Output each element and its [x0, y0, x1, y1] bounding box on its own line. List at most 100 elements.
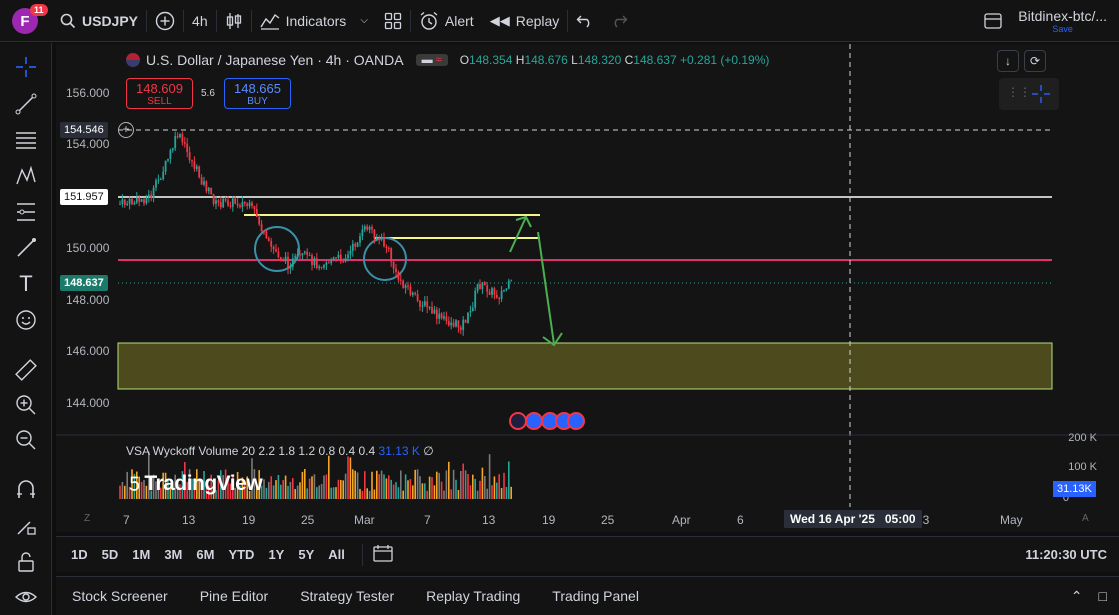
- ruler-tool[interactable]: [12, 356, 40, 384]
- chart-area[interactable]: U.S. Dollar / Japanese Yen · 4h · OANDA …: [56, 44, 1119, 532]
- range-all[interactable]: All: [328, 547, 345, 562]
- time-label: Apr: [672, 513, 691, 527]
- alert-button[interactable]: Alert: [411, 0, 482, 42]
- event-flag-icon[interactable]: [567, 412, 585, 430]
- reset-view-button[interactable]: ⟳: [1024, 50, 1046, 72]
- volume-bar: [455, 479, 457, 499]
- collapse-panel-button[interactable]: ⌃: [1061, 588, 1093, 605]
- templates-button[interactable]: [376, 0, 410, 42]
- drag-handle-icon[interactable]: ⋮⋮: [1007, 85, 1031, 99]
- tab-strategy-tester[interactable]: Strategy Tester: [300, 588, 395, 604]
- search-icon: [60, 13, 76, 28]
- avatar-letter: F: [20, 12, 30, 30]
- range-5d[interactable]: 5D: [101, 547, 119, 562]
- candle-body: [299, 254, 301, 256]
- volume-indicator-legend[interactable]: VSA Wyckoff Volume 20 2.2 1.8 1.2 0.8 0.…: [126, 444, 434, 458]
- candle-body: [217, 200, 220, 203]
- projection-arrow-down[interactable]: [537, 231, 555, 345]
- volume-bar: [272, 485, 275, 499]
- zoom-in-tool[interactable]: [12, 391, 40, 419]
- redo-button[interactable]: [602, 0, 636, 42]
- candle-body: [157, 179, 160, 181]
- tab-pine-editor[interactable]: Pine Editor: [199, 588, 269, 604]
- buy-button[interactable]: 148.665 BUY: [224, 78, 291, 109]
- volume-bar: [248, 490, 251, 499]
- pattern-circle-1[interactable]: [254, 226, 300, 272]
- brush-tool[interactable]: [12, 234, 40, 262]
- volume-bar: [436, 471, 438, 499]
- calendar-icon: [373, 545, 393, 562]
- magnet-tool[interactable]: [12, 476, 40, 504]
- tab-stock-screener[interactable]: Stock Screener: [72, 588, 168, 604]
- volume-bar: [491, 485, 493, 499]
- volume-bar: [376, 470, 378, 499]
- range-1d[interactable]: 1D: [71, 547, 88, 562]
- tradingview-watermark: 𝟻 TradingView: [128, 472, 263, 496]
- undo-button[interactable]: [568, 0, 602, 42]
- time-axis-z-button[interactable]: Z: [84, 513, 91, 524]
- economic-events[interactable]: [509, 412, 585, 430]
- crosshair-tool[interactable]: [12, 53, 40, 81]
- volume-bar: [356, 472, 359, 499]
- indicators-button[interactable]: Indicators ⌵: [252, 0, 376, 42]
- projection-arrowhead-down: [542, 332, 563, 347]
- tab-replay-trading[interactable]: Replay Trading: [426, 588, 521, 604]
- interval-button[interactable]: 4h: [184, 0, 216, 42]
- replay-button[interactable]: ◀◀ Replay: [482, 0, 568, 42]
- add-alert-plus-icon[interactable]: +: [118, 122, 134, 138]
- chart-type-button[interactable]: [217, 0, 251, 42]
- chart-legend[interactable]: U.S. Dollar / Japanese Yen · 4h · OANDA …: [126, 52, 769, 68]
- candle-body: [313, 258, 316, 266]
- candle-body: [455, 320, 457, 327]
- event-flag-icon[interactable]: [525, 412, 543, 430]
- pattern-circle-2[interactable]: [363, 237, 407, 281]
- lock-tool[interactable]: [12, 548, 40, 576]
- range-1y[interactable]: 1Y: [268, 547, 285, 562]
- volume-bar: [467, 474, 469, 499]
- scroll-down-button[interactable]: ↓: [997, 50, 1019, 72]
- pattern-tool[interactable]: [12, 162, 40, 190]
- tab-trading-panel[interactable]: Trading Panel: [552, 588, 639, 604]
- price-chart[interactable]: [56, 44, 1119, 532]
- fib-tool[interactable]: [12, 126, 40, 154]
- range-5y[interactable]: 5Y: [298, 547, 315, 562]
- trendline-tool[interactable]: [12, 90, 40, 118]
- candle-body: [395, 268, 397, 272]
- range-1m[interactable]: 1M: [132, 547, 151, 562]
- volume-bar: [277, 474, 280, 499]
- target-zone[interactable]: [117, 342, 1053, 390]
- candle-body: [356, 242, 359, 247]
- lock-drawing-tool[interactable]: [12, 512, 40, 540]
- candle-body: [399, 279, 402, 281]
- range-ytd[interactable]: YTD: [228, 547, 255, 562]
- volume-bar: [347, 456, 349, 499]
- event-flag-icon[interactable]: [509, 412, 527, 430]
- auto-scale-button[interactable]: A: [1082, 513, 1089, 524]
- candle-body: [282, 259, 285, 262]
- compare-button[interactable]: [147, 0, 183, 42]
- candle-body: [186, 143, 189, 152]
- floating-crosshair-widget[interactable]: ⋮⋮: [999, 78, 1059, 110]
- utc-clock[interactable]: 11:20:30 UTC: [1025, 547, 1107, 562]
- candle-body: [347, 254, 349, 259]
- text-tool[interactable]: T: [12, 270, 40, 298]
- layout-menu[interactable]: Bitdinex-btc/... Save: [976, 0, 1119, 42]
- candle-body: [224, 198, 227, 201]
- range-6m[interactable]: 6M: [196, 547, 215, 562]
- range-3m[interactable]: 3M: [164, 547, 183, 562]
- emoji-tool[interactable]: [12, 306, 40, 334]
- projection-tool[interactable]: [12, 198, 40, 226]
- sell-button[interactable]: 148.609 SELL: [126, 78, 193, 109]
- volume-bar: [462, 463, 464, 499]
- projection-arrow-up[interactable]: [509, 216, 527, 253]
- sell-price: 148.609: [136, 81, 183, 96]
- volume-bar: [220, 470, 222, 499]
- symbol-search[interactable]: USDJPY: [52, 0, 146, 42]
- candle-body: [179, 133, 181, 138]
- legend-toggle[interactable]: ▬ ≈: [415, 54, 448, 66]
- date-range-button[interactable]: [373, 544, 393, 565]
- zoom-out-tool[interactable]: [12, 426, 40, 454]
- maximize-panel-button[interactable]: □: [1093, 588, 1119, 604]
- visibility-tool[interactable]: [12, 583, 40, 611]
- volume-bar: [210, 474, 212, 499]
